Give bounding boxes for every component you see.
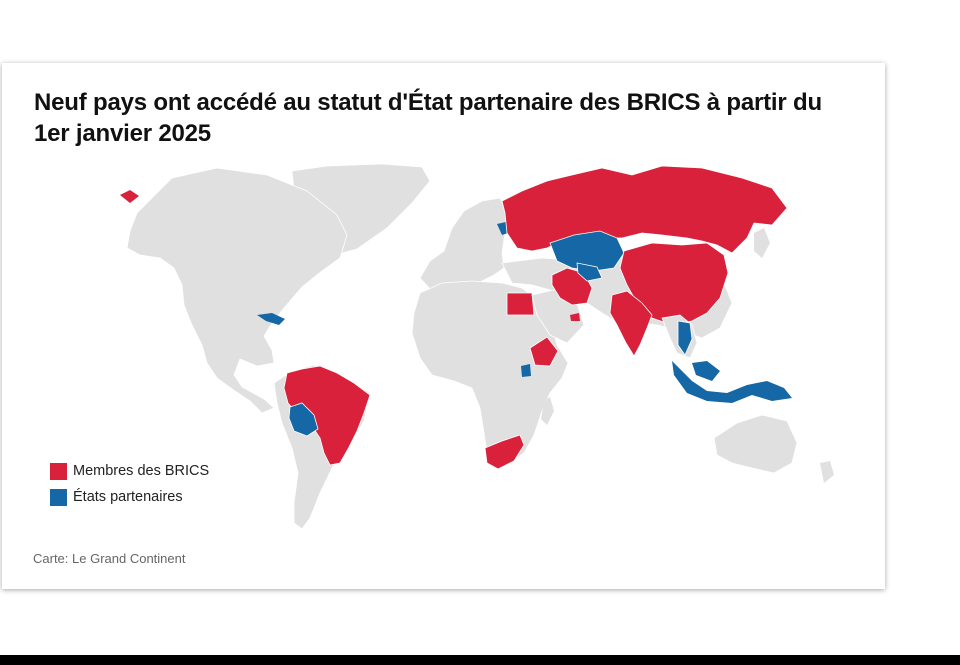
land-indonesia <box>672 361 792 403</box>
legend-item-members: Membres des BRICS <box>50 458 209 484</box>
land-uae <box>570 313 580 321</box>
land-madagascar <box>541 397 554 425</box>
land-uzbekistan <box>576 262 603 282</box>
land-india <box>609 290 653 357</box>
land-russia <box>501 165 788 254</box>
land-malaysia <box>692 361 720 381</box>
map-legend: Membres des BRICS États partenaires <box>50 458 209 510</box>
land-africa <box>411 280 569 468</box>
land-uganda <box>521 364 531 377</box>
map-card: Neuf pays ont accédé au statut d'État pa… <box>2 63 885 589</box>
map-source: Carte: Le Grand Continent <box>33 551 186 566</box>
map-title: Neuf pays ont accédé au statut d'État pa… <box>34 89 822 147</box>
land-japan <box>754 228 770 258</box>
legend-swatch-members <box>50 462 67 480</box>
land-north-america <box>126 167 348 414</box>
land-thailand <box>677 320 693 356</box>
land-south-africa <box>484 434 525 470</box>
land-ethiopia <box>529 336 559 367</box>
legend-label-partners: États partenaires <box>73 489 183 505</box>
land-australia <box>713 414 798 474</box>
world-map <box>120 163 834 530</box>
land-bolivia <box>288 402 319 437</box>
legend-label-members: Membres des BRICS <box>73 463 210 479</box>
land-kazakhstan <box>549 230 625 272</box>
legend-item-partners: États partenaires <box>50 484 209 510</box>
land-new-zealand <box>820 461 834 483</box>
land-egypt <box>506 292 535 316</box>
legend-swatch-partners <box>50 488 67 506</box>
land-iran <box>551 267 593 306</box>
land-alaska-patch <box>120 190 139 203</box>
bottom-bar <box>0 655 960 665</box>
land-cuba <box>257 313 285 325</box>
land-europe <box>419 197 508 296</box>
land-china <box>619 242 729 326</box>
